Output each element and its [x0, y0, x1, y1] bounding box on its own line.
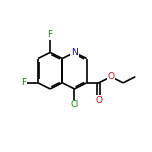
Text: O: O [107, 72, 114, 81]
Text: O: O [95, 96, 102, 105]
Text: F: F [48, 30, 53, 40]
Text: N: N [71, 48, 78, 57]
Text: Cl: Cl [70, 100, 79, 109]
Text: F: F [21, 78, 26, 87]
